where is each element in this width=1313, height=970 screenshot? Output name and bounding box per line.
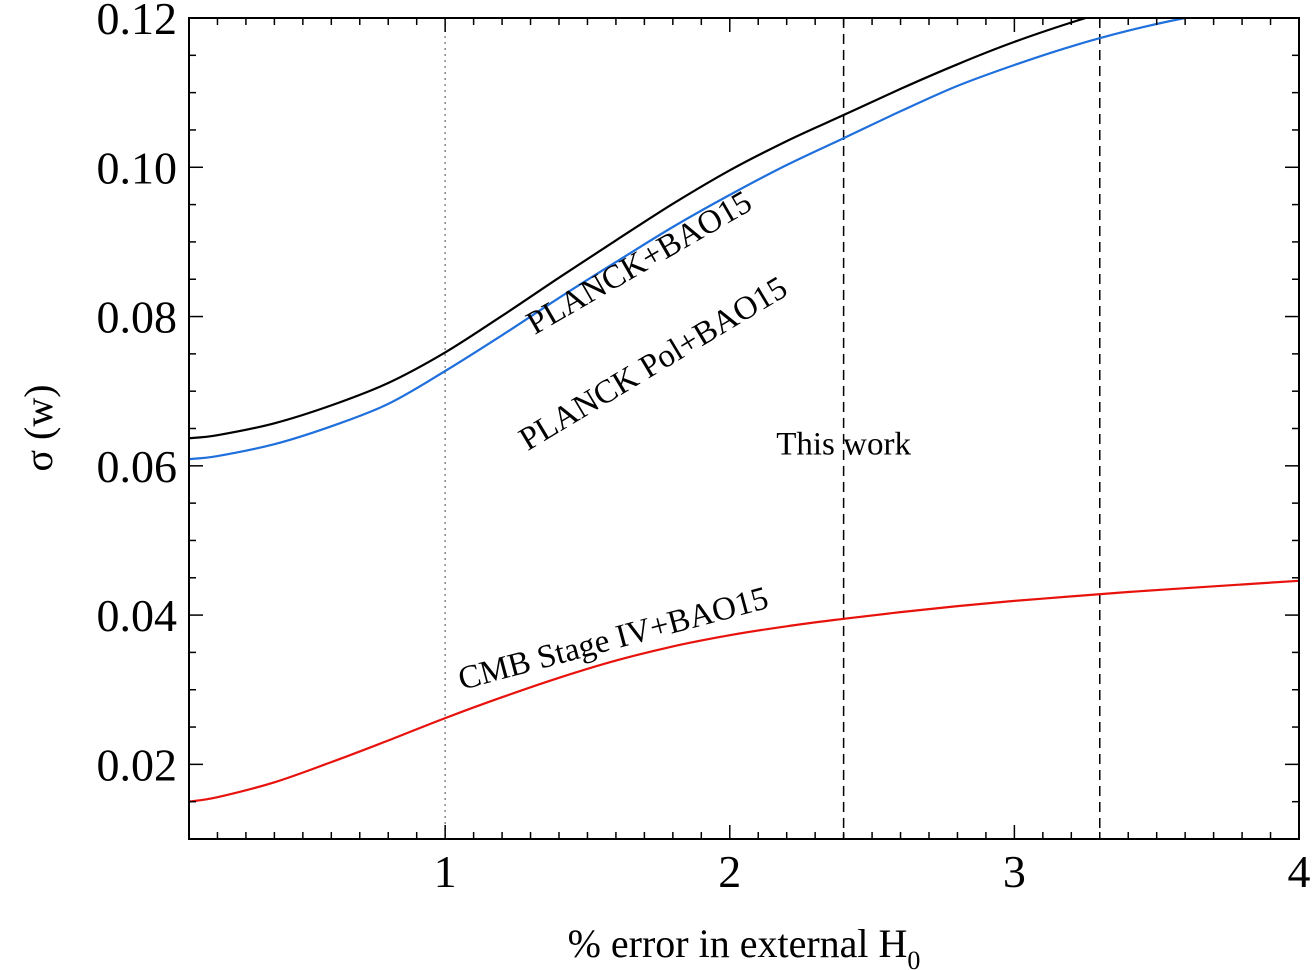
x-tick-label: 2 (718, 846, 741, 897)
plot-frame (188, 17, 1300, 840)
series-lines (189, 18, 1299, 803)
series-line-2 (189, 579, 1299, 803)
y-tick-label: 0.08 (97, 292, 178, 343)
annotation-3: CMB Stage IV+BAO15 (454, 580, 772, 697)
series-line-0 (189, 18, 1090, 440)
x-axis-title: % error in external H0 (568, 921, 921, 970)
y-tick-label: 0.10 (97, 142, 178, 193)
y-tick-label: 0.06 (97, 441, 178, 492)
x-tick-label: 1 (434, 846, 457, 897)
axis-ticks (189, 17, 1300, 839)
y-tick-labels: 0.02 0.04 0.06 0.08 0.10 0.12 (97, 0, 178, 790)
x-tick-label: 3 (1003, 846, 1026, 897)
y-tick-label: 0.04 (97, 590, 178, 641)
annotation-2: This work (776, 427, 911, 463)
series-line-1 (189, 18, 1192, 461)
x-tick-label: 4 (1288, 846, 1311, 897)
reference-lines (444, 18, 1101, 839)
x-tick-labels: 1 2 3 4 (434, 846, 1311, 897)
y-axis-title: σ (w) (16, 384, 61, 471)
y-tick-label: 0.12 (97, 0, 178, 44)
y-tick-label: 0.02 (97, 739, 178, 790)
